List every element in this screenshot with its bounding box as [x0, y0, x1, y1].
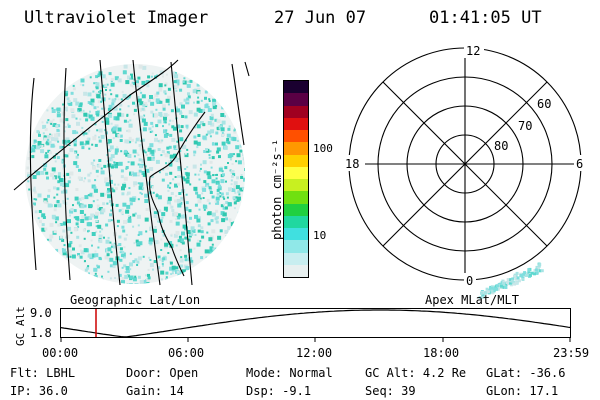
- status-ip: IP: 36.0: [10, 384, 68, 398]
- apex-projection-label: Apex MLat/MLT: [425, 293, 519, 307]
- colorbar-segment: [284, 179, 308, 192]
- lat-label-80: 80: [494, 139, 508, 153]
- status-flt: Flt: LBHL: [10, 366, 76, 380]
- colorbar-segment: [284, 130, 308, 143]
- instrument-title: Ultraviolet Imager: [24, 8, 209, 28]
- altitude-timeline[interactable]: [60, 308, 580, 344]
- colorbar-segment: [284, 228, 308, 241]
- status-door: Door: Open: [126, 366, 199, 380]
- status-dsp: Dsp: -9.1: [246, 384, 312, 398]
- status-glat: GLat: -36.6: [486, 366, 566, 380]
- mlt-label-0: 0: [466, 274, 473, 288]
- y-tick-9: 9.0: [30, 306, 52, 320]
- status-glon: GLon: 17.1: [486, 384, 559, 398]
- geographic-grid: [13, 59, 250, 286]
- x-tick-0600: 06:00: [168, 346, 205, 360]
- geographic-image: [13, 59, 250, 286]
- timeline-frame: [60, 308, 571, 338]
- lat-label-60: 60: [537, 97, 551, 111]
- status-mode: Mode: Normal: [246, 366, 333, 380]
- diagonal-b: [382, 81, 548, 247]
- emission-speckles: [26, 64, 245, 284]
- mlt-label-18: 18: [345, 157, 359, 171]
- altitude-curve: [60, 309, 572, 338]
- y-tick-1.8: 1.8: [30, 326, 52, 340]
- lat-label-70: 70: [518, 119, 532, 133]
- x-tick-1200: 12:00: [296, 346, 333, 360]
- mlt-label-6: 6: [576, 157, 583, 171]
- colorbar-segment: [284, 191, 308, 204]
- colorbar-tick-10: 10: [313, 229, 327, 242]
- status-gc-alt: GC Alt: 4.2 Re: [365, 366, 467, 380]
- colorbar-segment: [284, 81, 308, 94]
- polar-emission: [478, 262, 544, 299]
- date-label: 27 Jun 07: [274, 8, 367, 28]
- colorbar-segment: [284, 166, 308, 179]
- colorbar-unit-label: photon cm⁻²s⁻¹: [270, 138, 284, 240]
- status-seq: Seq: 39: [365, 384, 416, 398]
- colorbar-segment: [284, 105, 308, 118]
- gc-alt-axis-title: GC Alt: [14, 306, 27, 346]
- geo-projection-label: Geographic Lat/Lon: [70, 293, 201, 307]
- colorbar-segment: [284, 215, 308, 228]
- colorbar-segment: [284, 93, 308, 106]
- status-gain: Gain: 14: [126, 384, 184, 398]
- mlt-label-12: 12: [466, 44, 480, 58]
- x-tick-1800: 18:00: [423, 346, 460, 360]
- colorbar-segment: [284, 240, 308, 253]
- colorbar: [283, 80, 309, 278]
- colorbar-segment: [284, 252, 308, 265]
- x-tick-2359: 23:59: [553, 346, 590, 360]
- polar-grid: 12 18 6 0 60 70 80: [343, 44, 588, 299]
- x-tick-0000: 00:00: [42, 346, 79, 360]
- colorbar-segment: [284, 142, 308, 155]
- colorbar-tick-100: 100: [313, 142, 333, 155]
- colorbar-segment: [284, 117, 308, 130]
- time-label: 01:41:05 UT: [429, 8, 542, 28]
- colorbar-segment: [284, 203, 308, 216]
- colorbar-segment: [284, 264, 308, 277]
- colorbar-segment: [284, 154, 308, 167]
